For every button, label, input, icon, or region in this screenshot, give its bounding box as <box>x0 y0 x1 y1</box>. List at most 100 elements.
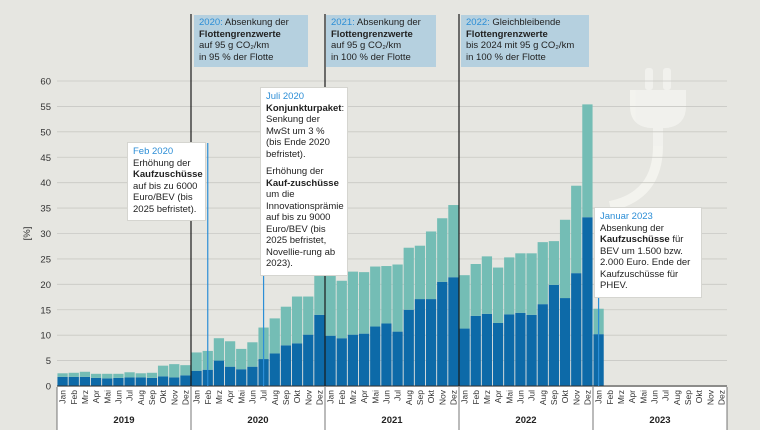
x-tick-label: Jul <box>661 390 671 401</box>
x-tick-label: Feb <box>471 390 481 405</box>
year-label: 2019 <box>113 415 134 426</box>
x-tick-label: Jan <box>58 390 68 404</box>
x-tick-label: Jan <box>460 390 470 404</box>
bar-phev <box>515 253 526 313</box>
x-tick-label: Dez <box>448 390 458 405</box>
bar-bev <box>102 378 113 386</box>
bar-bev <box>113 377 124 386</box>
year-label: 2020 <box>247 415 268 426</box>
x-tick-label: Nov <box>437 389 447 405</box>
x-tick-label: Sep <box>281 390 291 405</box>
x-tick-label: Apr <box>627 390 637 403</box>
bar-phev <box>113 373 124 378</box>
bar-phev <box>526 253 537 315</box>
year-label: 2022 <box>515 415 536 426</box>
note-jan-2023: Januar 2023 Absenkung der Kaufzuschüsse … <box>595 208 701 297</box>
x-tick-label: Okt <box>694 389 704 403</box>
policy-2021-line1: Absenkung der <box>354 17 421 28</box>
bar-bev <box>157 376 169 386</box>
x-tick-label: Dez <box>582 390 592 405</box>
bar-bev <box>146 377 158 386</box>
x-tick-label: Jun <box>247 390 257 404</box>
x-tick-label: Nov <box>303 389 313 405</box>
x-tick-label: Nov <box>169 389 179 405</box>
bar-bev <box>381 323 392 386</box>
bar-bev <box>559 298 571 386</box>
bar-phev <box>303 296 314 335</box>
x-tick-label: Jun <box>649 390 659 404</box>
x-tick-label: Feb <box>605 390 615 405</box>
x-tick-label: Okt <box>292 389 302 403</box>
x-tick-label: Jun <box>515 390 525 404</box>
bar-bev <box>582 217 593 386</box>
bar-bev <box>291 343 303 386</box>
bar-phev <box>102 373 113 379</box>
y-tick-label: 0 <box>46 382 51 393</box>
note-jan-2023-head: Januar 2023 <box>600 211 653 222</box>
bar-phev <box>157 365 169 377</box>
bar-phev <box>180 365 191 376</box>
x-tick-label: Dez <box>716 390 726 405</box>
policy-2020-head: 2020: <box>199 17 223 28</box>
policy-box-2021: 2021: Absenkung der Flottengrenzwerte au… <box>326 15 436 67</box>
x-tick-label: Jul <box>259 390 269 401</box>
y-tick-label: 5 <box>46 356 51 367</box>
x-tick-label: Aug <box>404 390 414 405</box>
bar-bev <box>314 314 325 386</box>
y-axis-label: [%] <box>22 227 33 241</box>
x-tick-label: Apr <box>225 390 235 403</box>
bar-bev <box>392 331 403 386</box>
bar-bev <box>135 377 146 386</box>
bar-bev <box>213 360 225 386</box>
bar-bev <box>68 376 79 386</box>
note-feb-2020-head: Feb 2020 <box>133 146 174 157</box>
x-tick-label: Dez <box>314 390 324 405</box>
policy-2020-line4: in 95 % der Flotte <box>199 51 274 63</box>
bar-phev <box>146 372 158 378</box>
policy-2022-line3: bis 2024 mit 95 g CO₂/km <box>466 40 575 51</box>
bar-phev <box>314 250 325 315</box>
x-tick-label: Dez <box>180 390 190 405</box>
bar-phev <box>504 257 515 315</box>
bar-phev <box>582 104 593 218</box>
y-tick-label: 30 <box>40 229 51 240</box>
bar-bev <box>437 281 448 386</box>
bar-phev <box>57 373 68 377</box>
x-tick-label: Feb <box>337 390 347 405</box>
y-tick-label: 20 <box>40 280 51 291</box>
bar-phev <box>224 341 236 367</box>
bar-bev <box>370 326 381 386</box>
x-tick-label: Mrz <box>348 390 358 404</box>
policy-2020-line2: Flottengrenzwerte <box>199 28 281 40</box>
x-tick-label: Nov <box>705 389 715 405</box>
x-tick-label: Mrz <box>482 390 492 404</box>
x-tick-label: Jun <box>381 390 391 404</box>
y-tick-label: 60 <box>40 77 51 88</box>
bar-bev <box>347 334 359 386</box>
bar-bev <box>470 315 481 386</box>
bar-bev <box>515 312 526 386</box>
x-tick-label: Okt <box>560 389 570 403</box>
bar-bev <box>448 277 459 386</box>
x-tick-label: Sep <box>147 390 157 405</box>
note-jul-2020-head: Juli 2020 <box>266 91 305 102</box>
policy-2022-line1: Gleichbleibende <box>489 17 561 28</box>
bar-bev <box>325 335 336 386</box>
policy-2021-head: 2021: <box>331 17 355 28</box>
x-tick-label: Aug <box>136 390 146 405</box>
x-tick-label: Sep <box>415 390 425 405</box>
y-tick-label: 40 <box>40 178 51 189</box>
x-tick-label: Mrz <box>616 390 626 404</box>
bar-bev <box>224 366 236 386</box>
bar-bev <box>180 375 191 386</box>
bar-phev <box>191 352 202 371</box>
bar-phev <box>247 342 258 367</box>
policy-box-2022: 2022: Gleichbleibende Flottengrenzwerte … <box>461 15 589 67</box>
bar-phev <box>403 247 414 310</box>
bar-bev <box>414 299 426 386</box>
bar-phev <box>448 205 459 278</box>
y-tick-label: 55 <box>40 102 51 113</box>
bar-bev <box>548 284 560 386</box>
bar-phev <box>124 372 135 378</box>
bar-phev <box>470 264 481 316</box>
